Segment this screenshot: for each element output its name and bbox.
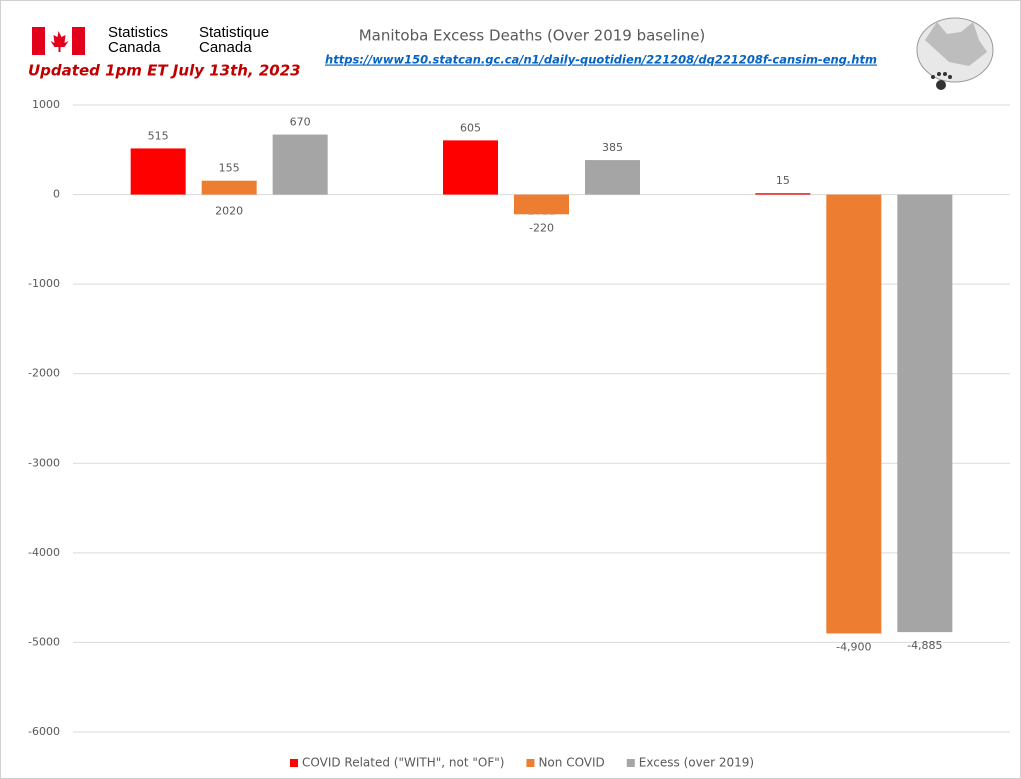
legend-label: COVID Related ("WITH", not "OF") xyxy=(302,756,504,770)
chart-title: Manitoba Excess Deaths (Over 2019 baseli… xyxy=(359,27,706,45)
logo-text: Canada xyxy=(199,39,252,56)
data-label: 605 xyxy=(460,121,481,134)
data-label: 670 xyxy=(290,116,311,129)
flag-logo xyxy=(32,27,85,55)
bar xyxy=(514,194,569,215)
updated-note: Updated 1pm ET July 13th, 2023 xyxy=(28,62,301,80)
legend-label: Non COVID xyxy=(538,756,604,770)
source-link[interactable]: https://www150.statcan.gc.ca/n1/daily-qu… xyxy=(325,53,877,67)
data-label: -4,885 xyxy=(907,639,942,652)
legend-swatch xyxy=(526,759,535,767)
bar xyxy=(272,134,328,195)
bar xyxy=(897,194,953,633)
logo-text: Statistics xyxy=(108,24,168,41)
bar xyxy=(201,180,257,195)
bar xyxy=(755,193,811,195)
bar xyxy=(585,160,640,195)
y-tick-label: 0 xyxy=(53,188,60,201)
data-label: 15 xyxy=(776,174,790,187)
y-tick-label: -6000 xyxy=(28,725,60,738)
y-tick-label: 1000 xyxy=(32,98,60,111)
y-tick-label: -5000 xyxy=(28,635,60,648)
y-tick-label: -2000 xyxy=(28,367,60,380)
bar xyxy=(130,148,186,195)
wolf-logo xyxy=(916,17,994,90)
logo-text: Statistique xyxy=(199,24,269,41)
legend-swatch xyxy=(626,759,635,767)
legend-swatch xyxy=(290,759,298,767)
bar xyxy=(826,194,882,634)
legend-label: Excess (over 2019) xyxy=(639,756,754,770)
bar xyxy=(443,140,498,195)
data-label: 385 xyxy=(602,141,623,154)
logo-text: Canada xyxy=(108,39,161,56)
data-label: -220 xyxy=(529,221,554,234)
data-label: 515 xyxy=(148,129,169,142)
y-tick-label: -1000 xyxy=(28,277,60,290)
y-tick-label: -4000 xyxy=(28,546,60,559)
data-label: -4,900 xyxy=(836,640,871,653)
x-tick-label: 2020 xyxy=(215,205,243,218)
data-label: 155 xyxy=(219,162,240,175)
y-tick-label: -3000 xyxy=(28,456,60,469)
